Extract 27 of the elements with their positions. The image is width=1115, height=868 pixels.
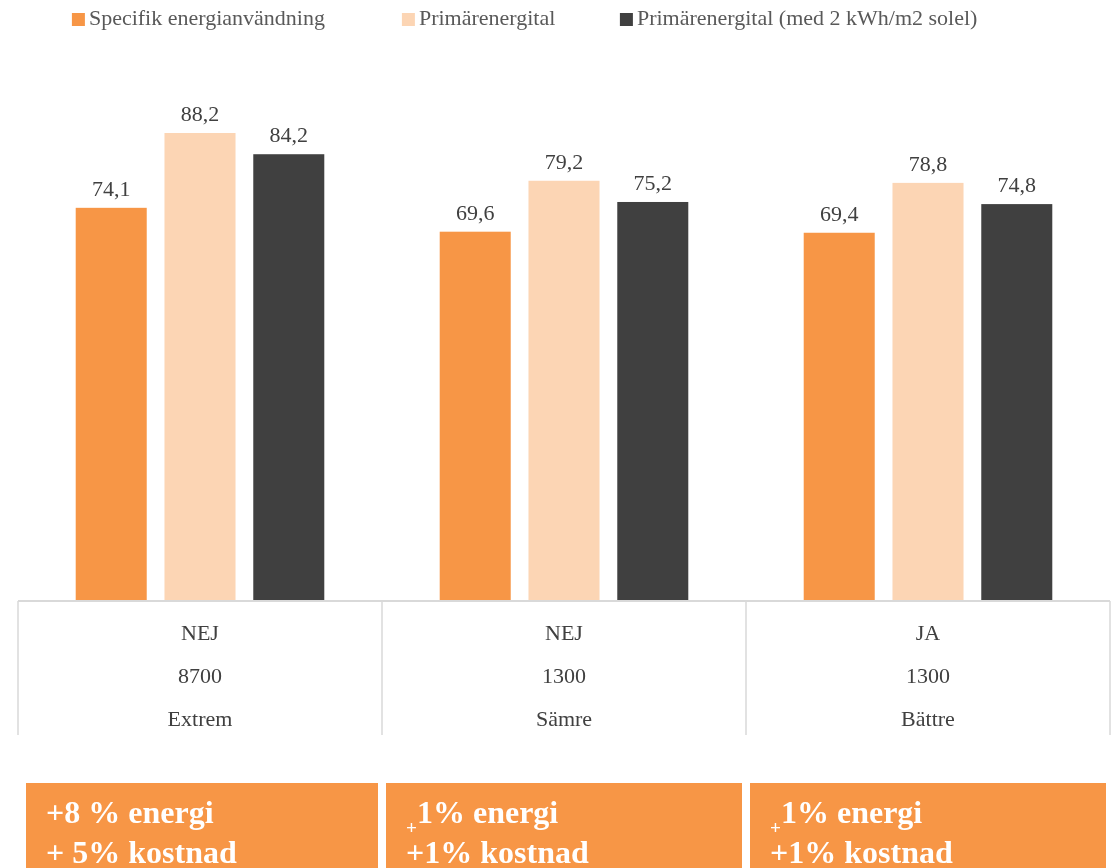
data-label: 69,6 xyxy=(455,199,495,225)
text: $_{+}$1% energi +1% kostnad xyxy=(406,794,589,868)
text: $_{+}$1% energi +1% kostnad xyxy=(770,794,953,868)
bar xyxy=(75,207,147,601)
bar xyxy=(164,133,236,601)
data-label: 78,8 xyxy=(908,150,948,176)
bar xyxy=(981,204,1053,601)
bar xyxy=(803,232,875,601)
data-label: 88,2 xyxy=(180,101,220,126)
legend-label: Primärenergital xyxy=(418,5,556,31)
data-label: 69,4 xyxy=(819,200,859,226)
data-label: 74,8 xyxy=(997,172,1037,198)
legend-label: Specifik energianvändning xyxy=(88,5,325,31)
bar xyxy=(439,231,511,601)
data-label: 79,2 xyxy=(544,148,584,174)
legend-label: Primärenergital (med 2 kWh/m2 solel) xyxy=(636,5,978,31)
x-tick-label: NEJ 8700 Extrem xyxy=(167,620,233,731)
bar xyxy=(253,154,325,601)
data-label: 84,2 xyxy=(269,122,309,148)
data-label: 75,2 xyxy=(633,169,673,195)
text: +8 % energi + 5% kostnad xyxy=(46,794,237,868)
x-tick-label: JA 1300 Bättre xyxy=(901,620,955,731)
bar xyxy=(528,180,600,601)
data-label: 74,1 xyxy=(91,175,131,201)
bar xyxy=(892,182,964,601)
bar xyxy=(617,201,689,601)
x-tick-label: NEJ 1300 Sämre xyxy=(535,620,593,731)
